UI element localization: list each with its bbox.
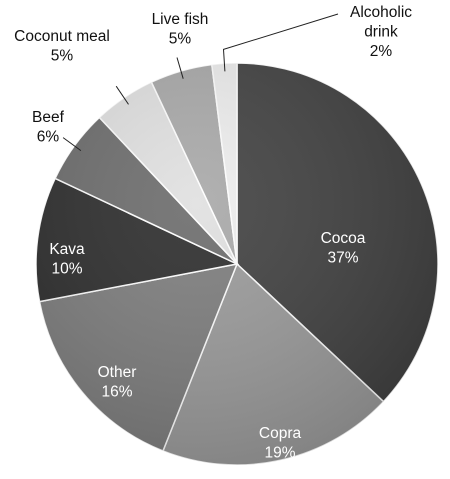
slice-labels: Cocoa 37% Copra 19% Other 16% Kava 10% Beef 6% Coc… [14,4,412,461]
leader-line-coconut-meal [115,85,129,105]
slice-label-other: Other 16% [98,364,137,400]
leader-lines [62,13,339,152]
slice-label-coconut-meal: Coconut meal 5% [14,28,110,64]
leader-line-beef [62,137,82,152]
slice-label-live-fish: Live fish 5% [152,11,209,47]
slice-label-copra: Copra 19% [259,425,302,461]
leader-line-live-fish [176,57,184,79]
slice-label-cocoa: Cocoa 37% [321,230,366,266]
slice-label-beef: Beef 6% [32,109,65,145]
leader-line-alcoholic-drink [222,13,339,72]
slice-label-alcoholic-drink: Alcoholic drink 2% [350,4,412,60]
slice-label-kava: Kava 10% [49,241,85,277]
pie-slices [35,62,439,466]
